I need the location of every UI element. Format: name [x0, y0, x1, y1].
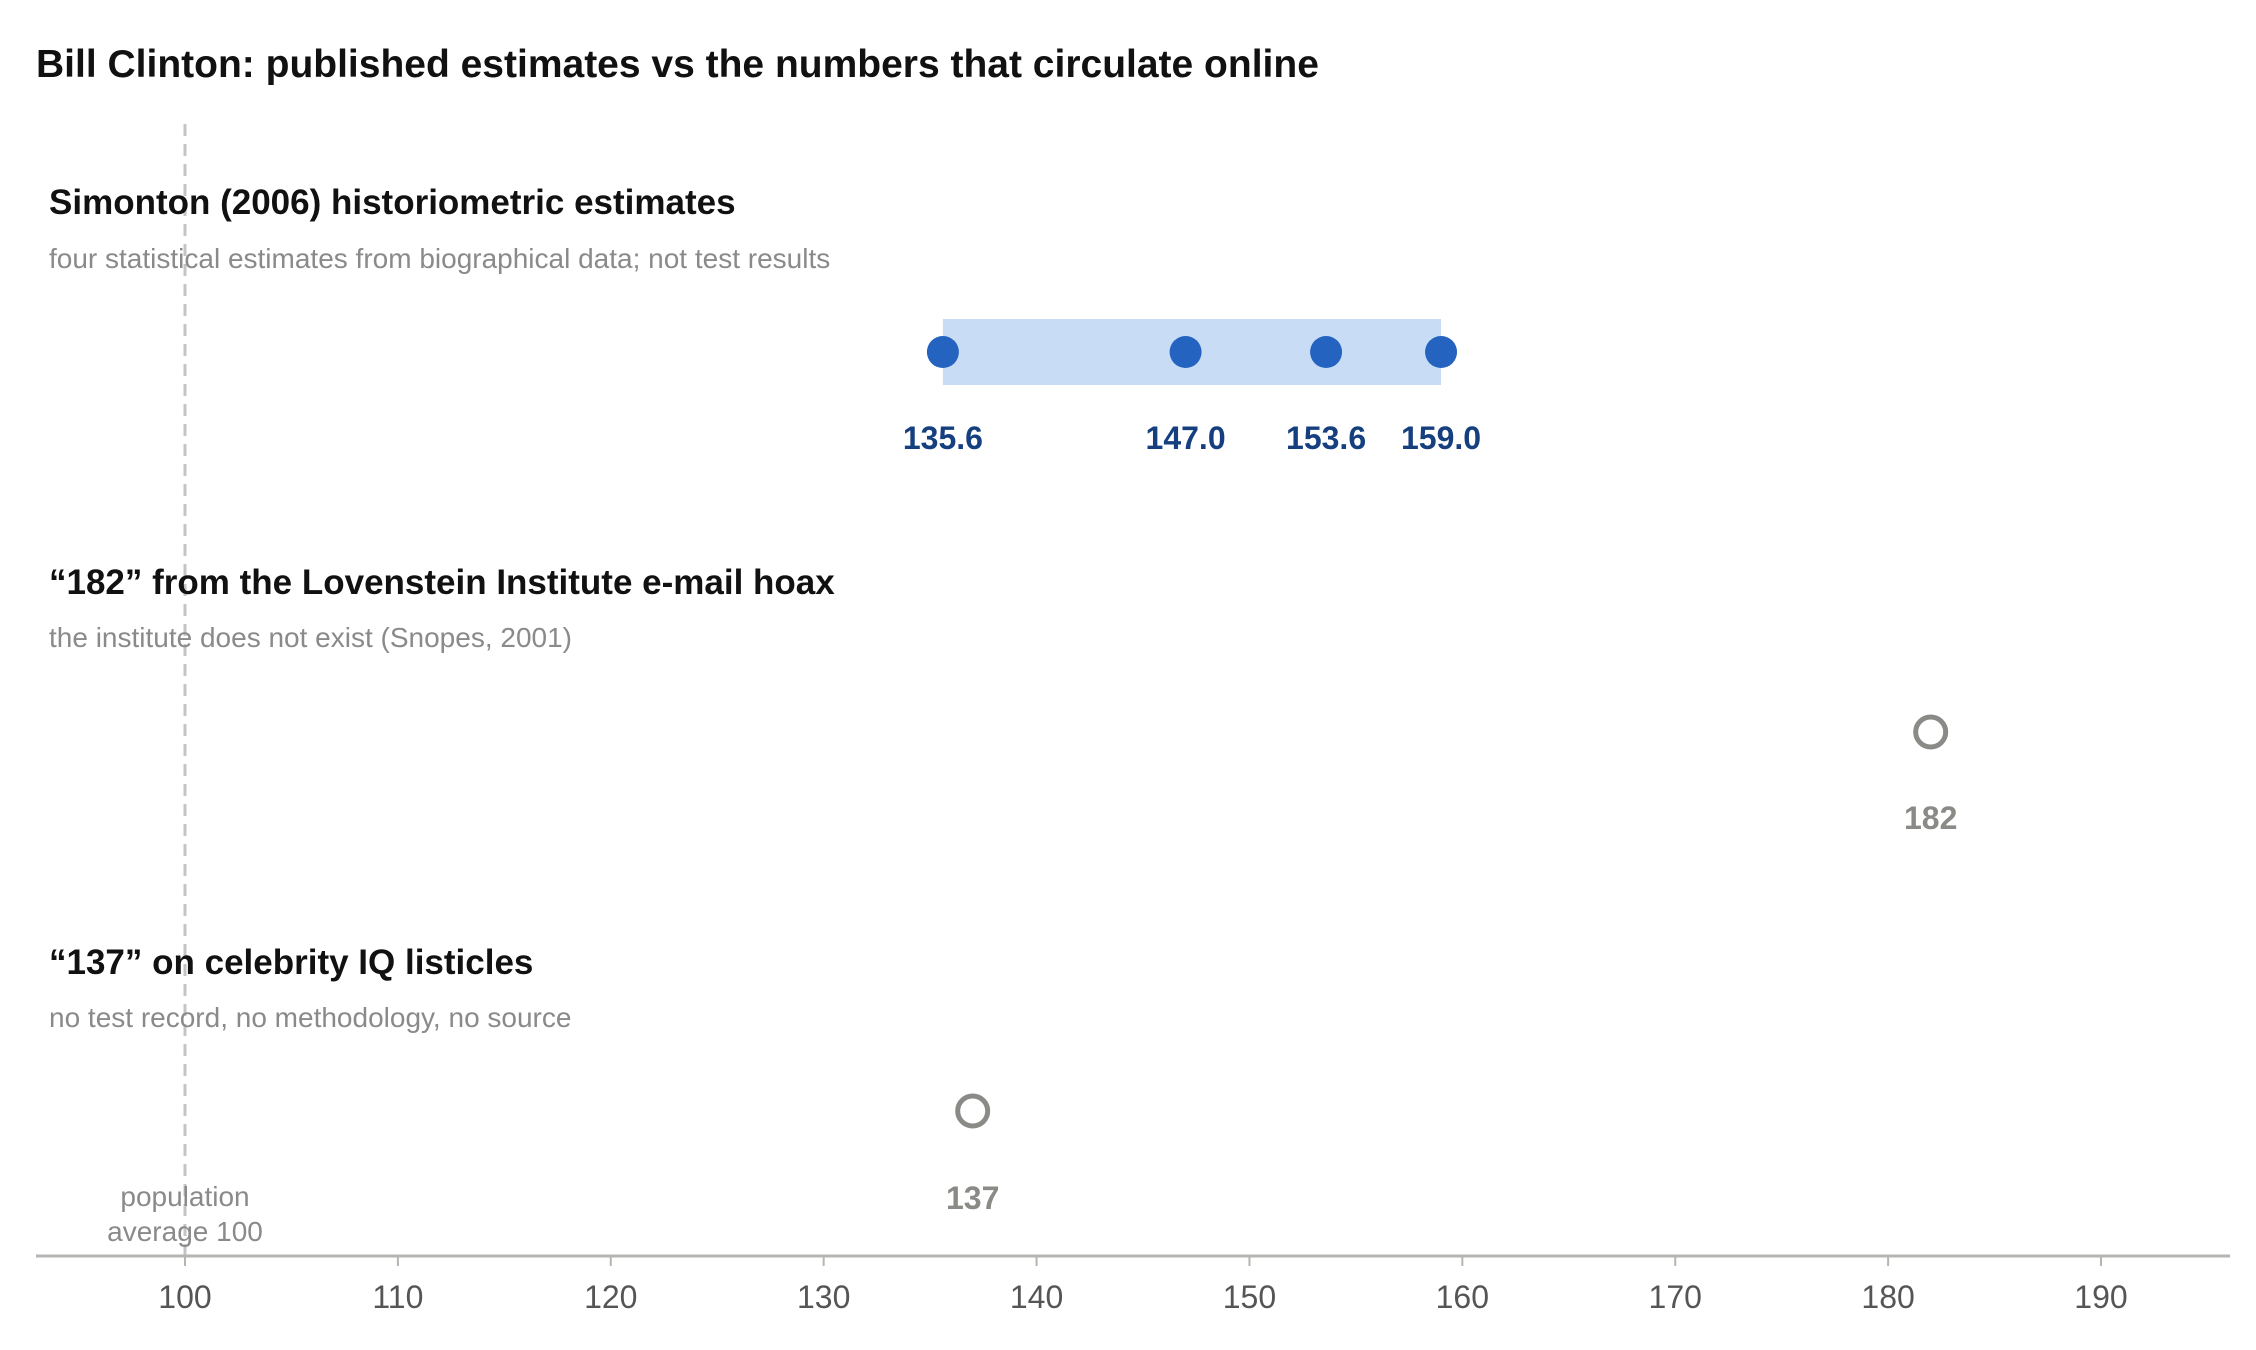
x-tick-label: 140	[1010, 1279, 1063, 1315]
x-tick-label: 120	[584, 1279, 637, 1315]
x-tick-label: 150	[1223, 1279, 1276, 1315]
estimate-point	[1310, 336, 1343, 368]
row-listicles: “137” on celebrity IQ listicles no test …	[49, 943, 999, 1216]
reference-line-label-line: population	[120, 1181, 249, 1212]
estimate-point	[926, 336, 959, 368]
x-tick-label: 130	[797, 1279, 850, 1315]
value-label: 147.0	[1146, 420, 1226, 456]
x-tick-label: 100	[158, 1279, 211, 1315]
value-label: 135.6	[903, 420, 983, 456]
row-subtitle: four statistical estimates from biograph…	[49, 243, 830, 274]
claimed-value-point	[955, 1093, 991, 1129]
row-marks: 182	[1904, 714, 1957, 836]
value-label: 137	[946, 1180, 999, 1216]
row-simonton: Simonton (2006) historiometric estimates…	[49, 183, 1481, 456]
claimed-value-point	[1913, 714, 1949, 750]
value-label: 182	[1904, 800, 1957, 836]
x-tick-label: 190	[2074, 1279, 2127, 1315]
estimate-point	[1169, 336, 1202, 368]
row-subtitle: no test record, no methodology, no sourc…	[49, 1002, 571, 1033]
reference-line-label-line: average 100	[107, 1216, 263, 1247]
row-title: Simonton (2006) historiometric estimates	[49, 183, 736, 222]
chart-title: Bill Clinton: published estimates vs the…	[36, 43, 1319, 86]
value-label: 159.0	[1401, 420, 1481, 456]
x-tick-label: 110	[372, 1279, 423, 1315]
estimate-point	[1425, 336, 1458, 368]
reference-line-label: population average 100	[107, 1181, 263, 1247]
row-marks: 137	[946, 1093, 999, 1216]
x-tick-label: 180	[1861, 1279, 1914, 1315]
row-title: “137” on celebrity IQ listicles	[49, 943, 533, 982]
reference-line-group: population average 100	[107, 124, 263, 1256]
x-tick-label: 160	[1436, 1279, 1489, 1315]
x-axis: 100 110 120 130 140 150 160 170 180 190	[36, 1254, 2230, 1315]
row-title: “182” from the Lovenstein Institute e-ma…	[49, 563, 835, 602]
x-tick-label: 170	[1649, 1279, 1702, 1315]
row-subtitle: the institute does not exist (Snopes, 20…	[49, 622, 572, 653]
value-label: 153.6	[1286, 420, 1366, 456]
row-lovenstein-hoax: “182” from the Lovenstein Institute e-ma…	[49, 563, 1957, 836]
row-marks: 135.6 147.0 153.6 159.0	[903, 319, 1481, 456]
